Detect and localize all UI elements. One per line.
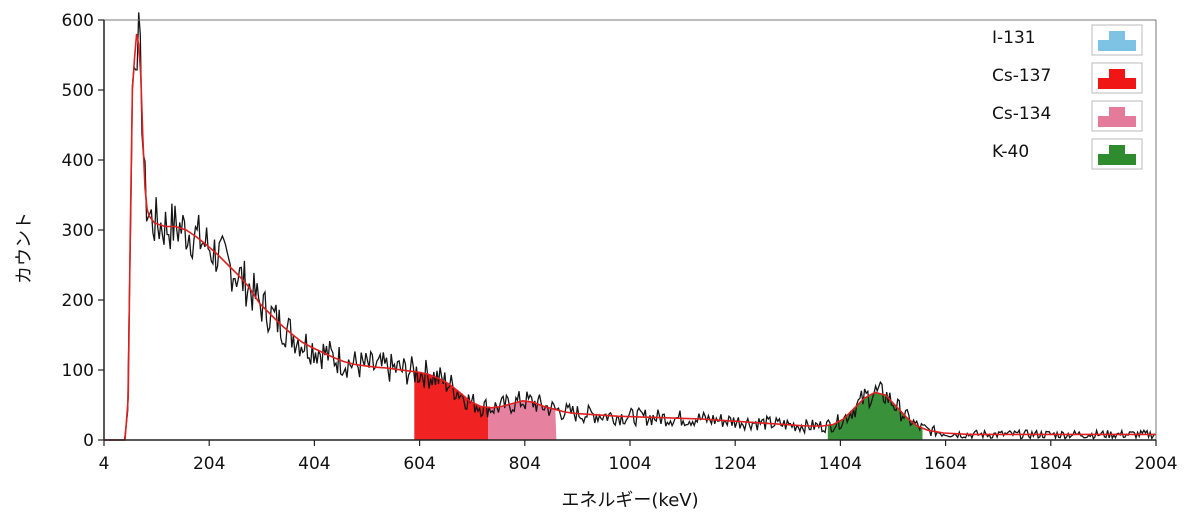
x-tick-label: 1804 (1029, 454, 1072, 474)
x-tick-label: 4 (99, 454, 110, 474)
legend: I-131 Cs-137 Cs-134 K-40 (992, 24, 1143, 170)
legend-swatch-cs-137 (1098, 69, 1136, 89)
peak-fill-cs-134 (488, 400, 557, 440)
y-tick-label: 500 (62, 81, 94, 101)
x-tick-label: 804 (509, 454, 541, 474)
y-tick-label: 200 (62, 291, 94, 311)
x-tick-label: 604 (403, 454, 435, 474)
y-tick-label: 300 (62, 221, 94, 241)
peak-fill-k-40 (827, 392, 923, 440)
tick-layer: 0 100 200 300 400 500 600 4 204 404 604 804 1004 1204… (62, 11, 1178, 474)
legend-label: Cs-137 (992, 66, 1051, 86)
series-layer (104, 12, 1156, 441)
legend-swatch-k-40 (1098, 145, 1136, 165)
x-tick-label: 1204 (714, 454, 757, 474)
x-tick-label: 1604 (924, 454, 967, 474)
peak-fill-layer (414, 371, 923, 440)
legend-label: I-131 (992, 28, 1036, 48)
x-tick-label: 204 (193, 454, 225, 474)
legend-swatch-i-131 (1098, 31, 1136, 51)
y-tick-label: 600 (62, 11, 94, 31)
x-tick-label: 404 (298, 454, 330, 474)
x-tick-label: 2004 (1134, 454, 1177, 474)
x-tick-label: 1404 (819, 454, 862, 474)
legend-label: Cs-134 (992, 104, 1051, 124)
y-axis-title: カウント (14, 212, 35, 284)
x-tick-label: 1004 (608, 454, 651, 474)
x-axis-title: エネルギー(keV) (561, 490, 698, 511)
legend-swatch-cs-134 (1098, 107, 1136, 127)
y-tick-label: 400 (62, 151, 94, 171)
y-tick-label: 100 (62, 361, 94, 381)
legend-label: K-40 (992, 142, 1029, 162)
fit-spectrum-line (104, 33, 1156, 441)
peak-fill-cs-137 (414, 371, 488, 440)
y-tick-label: 0 (83, 431, 94, 451)
